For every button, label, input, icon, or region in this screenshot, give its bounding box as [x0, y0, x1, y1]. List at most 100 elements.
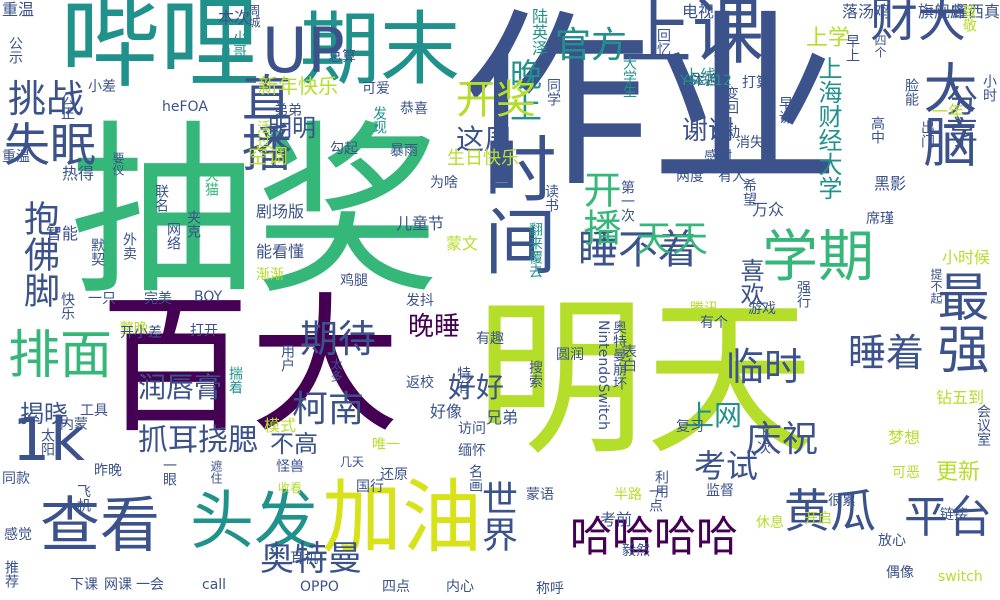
word: 整晚 [120, 321, 148, 337]
word: 恭喜 [400, 101, 428, 117]
word: 返校 [406, 375, 434, 391]
word: 更新 [936, 460, 981, 485]
word: 电视 [682, 2, 715, 21]
word: 临时 [726, 345, 803, 389]
word: 夹克 [185, 210, 201, 238]
word: 可爱 [362, 81, 390, 97]
word: 四点 [382, 579, 410, 595]
word: 活过 [255, 120, 271, 148]
word: 下课 [70, 577, 98, 593]
word: 腾讯 [690, 301, 718, 317]
word: 上海财经大学 [814, 56, 842, 200]
word: 哔哩 [60, 0, 260, 102]
word: 外卖 [121, 232, 137, 260]
word: 生日快乐 [447, 148, 519, 169]
word: 感觉 [4, 527, 32, 543]
word: 链接 [940, 507, 968, 523]
word: 完美 [144, 291, 172, 307]
word: 不高 [270, 430, 318, 458]
word: 落汤鸡 [842, 2, 891, 21]
word: 空调 [248, 144, 288, 168]
word: 智能 [46, 224, 79, 243]
word: 表白 [621, 344, 637, 372]
word: 抓耳挠腮 [138, 423, 258, 458]
word: 好好 [448, 371, 505, 404]
word: 开启 [804, 511, 832, 527]
word: 遮住 [209, 460, 223, 484]
word: 发抖 [406, 293, 434, 309]
word: 新年快乐 [258, 74, 338, 98]
word: 这周 [456, 123, 513, 156]
word: 揣着 [227, 366, 243, 394]
word: 小时 [981, 74, 997, 102]
word: 变回 [723, 86, 739, 114]
word: 抱佛脚 [18, 200, 59, 308]
word: 出门 [919, 120, 935, 148]
word: 期待 [300, 317, 377, 361]
word: 大脑 [914, 60, 977, 168]
word: 一只 [88, 291, 116, 307]
word: OPPO [300, 579, 339, 595]
word: 上网 [686, 399, 743, 432]
word: 本次 [218, 8, 251, 27]
word: 太多 [329, 358, 343, 382]
word: 考前 [600, 510, 633, 529]
word: 财大 [870, 0, 967, 48]
word: 飞机 [75, 484, 91, 512]
word: 剧场版 [256, 202, 305, 221]
word: 公正 [59, 92, 75, 120]
word: 访问 [458, 421, 486, 437]
word: 模式 [264, 416, 297, 435]
word: 感谢 [704, 149, 732, 165]
word: 开播 [577, 170, 621, 246]
word: 大学生 [621, 56, 637, 98]
word: 抽奖 [70, 104, 440, 320]
word: 默契 [89, 238, 105, 266]
word: 旗舰店 [918, 2, 967, 21]
word: 一眼 [161, 458, 177, 486]
word: 第一次 [619, 180, 635, 222]
word: 游戏 [748, 301, 776, 317]
word: 很累 [828, 493, 856, 509]
word: 好像 [430, 402, 463, 421]
word: 柯南 [292, 389, 365, 430]
word: 重温 [2, 149, 30, 165]
word: 明明 [268, 114, 316, 142]
word: 开奖 [456, 77, 536, 123]
word: 重温 [2, 0, 35, 19]
word: 万众 [752, 200, 785, 219]
word: 有个 [700, 315, 728, 331]
word: 天天 [636, 219, 709, 260]
word: 耀西真 [952, 2, 1000, 21]
word: 耳机 [290, 551, 318, 567]
word: 直播 [234, 72, 292, 172]
word: 睡着 [848, 331, 925, 375]
word: 挑战 [8, 77, 85, 121]
word: 小时候 [942, 248, 991, 267]
word: 庆祝 [746, 419, 819, 460]
word: 最强 [928, 270, 988, 374]
word: 早上 [844, 34, 860, 62]
word: 1k [12, 405, 85, 475]
word: 揭晓 [20, 400, 68, 428]
word: 国行 [356, 479, 384, 495]
word: 网络 [165, 222, 181, 250]
word: 平台 [904, 492, 992, 543]
word: 公示 [7, 36, 23, 64]
word: 渐渐 [256, 267, 284, 283]
word: 一点 [647, 484, 663, 512]
word: 上学 [806, 26, 851, 51]
word: switch [938, 569, 983, 585]
word: 一会 [136, 577, 164, 593]
word: 奥特曼崩坏 [611, 320, 627, 390]
word: 鸡腿 [340, 273, 368, 289]
word: 总算 [328, 49, 356, 65]
word: 联名 [153, 184, 169, 212]
word: 利用 [653, 470, 669, 498]
word: 哈哈哈哈 [570, 512, 739, 561]
word: 蒙语 [526, 487, 554, 503]
word: NintendoSwitch [595, 320, 611, 430]
word: 唯一 [372, 437, 400, 453]
word: 半路 [614, 487, 642, 503]
